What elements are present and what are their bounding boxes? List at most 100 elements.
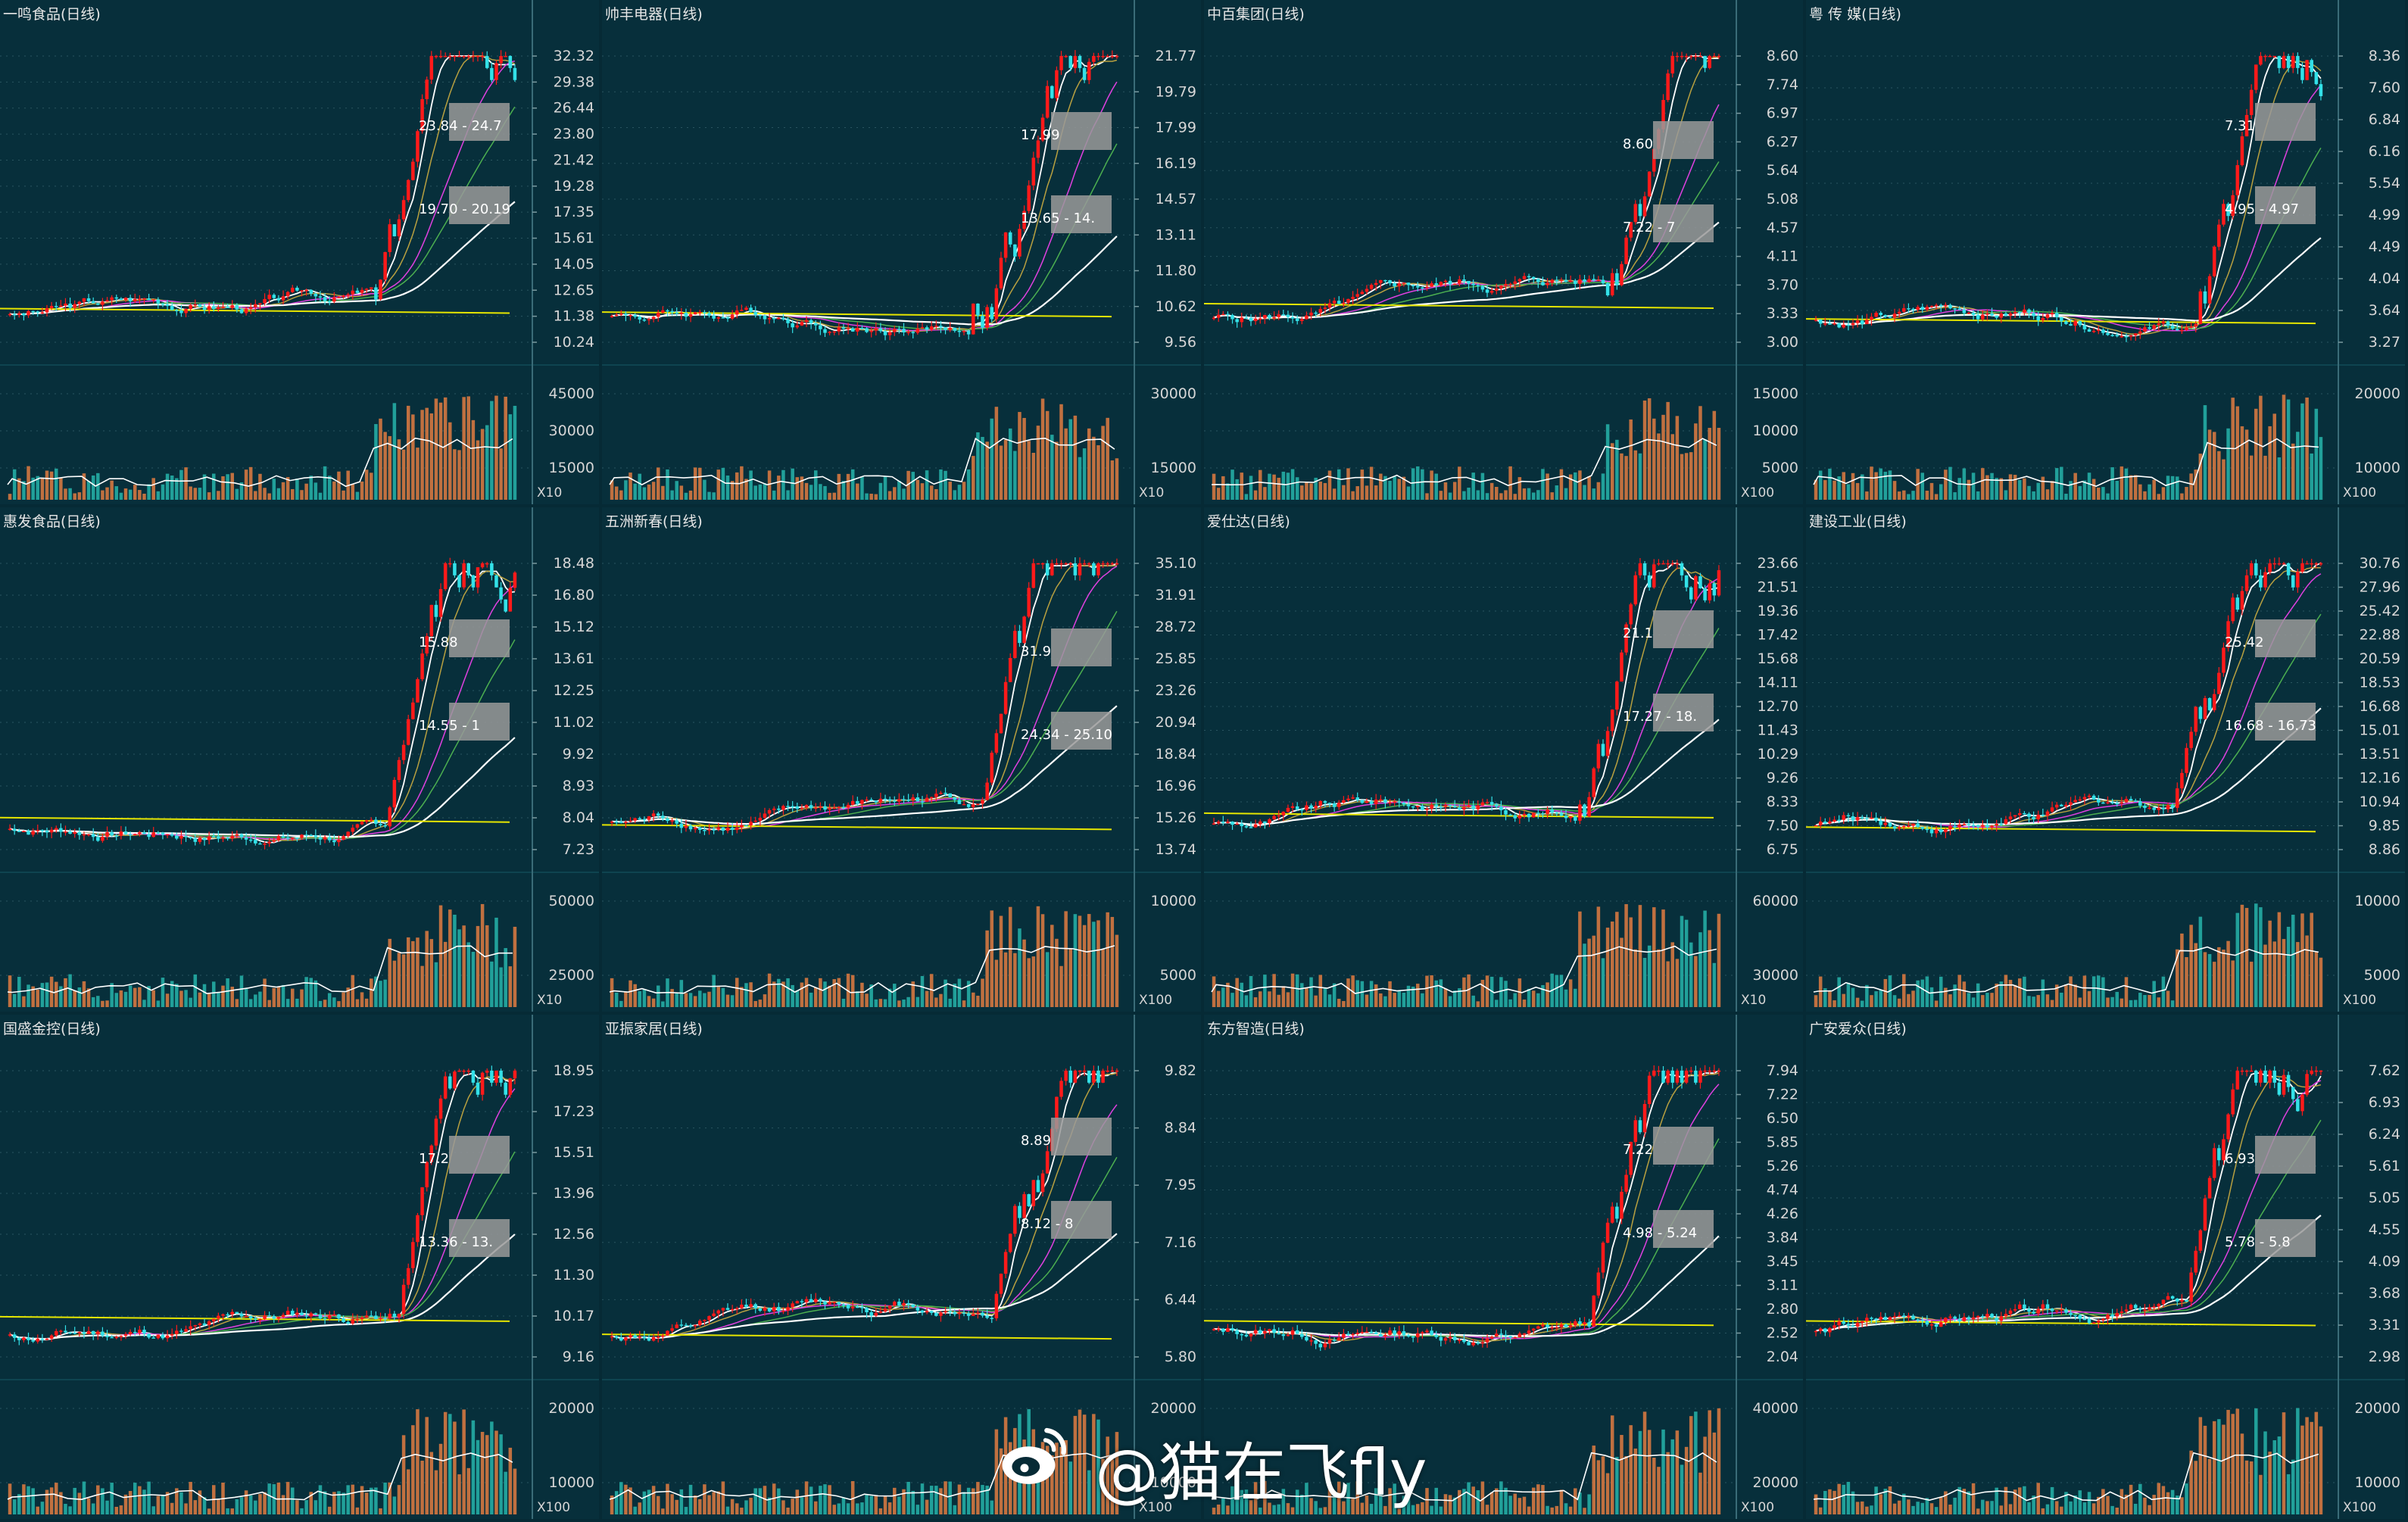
volume-bar <box>1689 1416 1693 1514</box>
volume-bar <box>1851 1491 1855 1514</box>
candle-body <box>1480 802 1485 806</box>
volume-bar <box>972 992 975 1007</box>
volume-bar <box>1402 1495 1406 1514</box>
volume-bar <box>777 978 781 1007</box>
volume-bar <box>1305 1483 1308 1514</box>
candle-body <box>123 1334 128 1336</box>
volume-bar <box>1448 1495 1452 1514</box>
candle-body <box>698 1321 702 1325</box>
candle-body <box>1416 806 1420 807</box>
volume-bar <box>1110 916 1115 1007</box>
volume-unit-label: X10 <box>1139 485 1164 501</box>
candle-body <box>1263 315 1267 319</box>
candle-body <box>1633 575 1638 605</box>
candle-body <box>911 797 915 800</box>
volume-bar <box>1574 988 1577 1007</box>
candle-body <box>1305 1336 1308 1341</box>
volume-bar <box>2296 432 2300 500</box>
candle-body <box>86 834 91 836</box>
volume-bar <box>221 985 225 1007</box>
candle-body <box>480 563 485 568</box>
volume-bar <box>1471 1486 1475 1514</box>
volume-bar <box>383 432 387 500</box>
candle-body <box>1290 1330 1295 1335</box>
candle-body <box>800 322 804 326</box>
volume-bar <box>874 1495 878 1514</box>
candle-body <box>504 1082 507 1095</box>
candle-body <box>54 828 58 830</box>
volume-bar <box>1495 1488 1499 1514</box>
volume-bar <box>411 1425 415 1514</box>
volume-bar <box>1365 994 1369 1007</box>
candle-body <box>893 800 897 803</box>
volume-bar <box>1953 1497 1957 1514</box>
candle-body <box>2180 329 2184 332</box>
candle-body <box>749 822 753 826</box>
volume-bar <box>619 490 623 500</box>
candle-body <box>2198 291 2203 324</box>
price-range-box <box>449 103 510 141</box>
candle-body <box>1828 1327 1832 1333</box>
volume-bar <box>1712 962 1717 1007</box>
candle-body <box>893 329 897 332</box>
volume-bar <box>165 1492 170 1514</box>
candle-body <box>1629 222 1633 238</box>
volume-bar <box>1277 1504 1280 1514</box>
candle-body <box>1258 318 1262 320</box>
candle-body <box>471 55 476 58</box>
volume-bar <box>1342 1501 1346 1514</box>
volume-bar <box>1402 476 1406 500</box>
volume-bar <box>313 482 318 500</box>
candle-body <box>1717 570 1721 596</box>
candle-body <box>763 316 767 320</box>
candle-body <box>258 843 262 845</box>
volume-bar <box>1522 488 1527 500</box>
volume-bar <box>814 1501 818 1514</box>
candle-body <box>1527 276 1531 278</box>
chart-svg: 21.7719.7917.9916.1914.5713.1111.8010.62… <box>602 0 1201 504</box>
volume-bar <box>675 993 678 1007</box>
volume-bar <box>1369 981 1374 1007</box>
candle-body <box>2319 1070 2323 1072</box>
volume-bar <box>920 483 925 500</box>
candle-body <box>235 305 239 310</box>
candle-body <box>1332 803 1337 807</box>
candle-body <box>1939 304 1943 307</box>
volume-bar <box>1096 920 1100 1007</box>
volume-bar <box>1448 492 1452 500</box>
volume-bar <box>64 488 67 500</box>
volume-bar <box>406 937 410 1007</box>
candle-body <box>189 1326 192 1330</box>
volume-bar <box>1281 1489 1286 1514</box>
volume-bar <box>688 993 693 1007</box>
candle-body <box>2268 1070 2272 1083</box>
volume-bar <box>1439 979 1443 1007</box>
volume-bar <box>355 491 360 500</box>
candle-body <box>1953 308 1957 310</box>
volume-ma-line <box>7 437 513 488</box>
y-tick-label: 11.80 <box>1156 263 1196 279</box>
candle-body <box>2032 816 2035 820</box>
candle-body <box>735 1308 739 1310</box>
candle-body <box>1504 810 1508 815</box>
candle-body <box>2008 816 2013 819</box>
candle-body <box>1657 1070 1661 1072</box>
volume-bar <box>1221 1498 1225 1514</box>
volume-bar <box>2176 1495 2179 1514</box>
candle-body <box>189 304 192 310</box>
volume-bar <box>893 487 897 500</box>
candle-body <box>1462 1340 1466 1343</box>
volume-bar <box>629 980 632 1007</box>
y-tick-label: 18.48 <box>554 555 594 572</box>
y-tick-label: 7.16 <box>1165 1234 1196 1251</box>
candle-body <box>2244 575 2249 591</box>
volume-bar <box>2161 487 2166 500</box>
y-tick-label: 13.11 <box>1156 226 1196 243</box>
candle-body <box>1907 825 1910 828</box>
volume-bar <box>40 1502 45 1514</box>
candle-body <box>2300 67 2304 80</box>
volume-bar <box>1684 1446 1689 1514</box>
volume-bar <box>2198 454 2203 500</box>
y-tick-label: 4.49 <box>2369 239 2400 255</box>
candle-body <box>1559 1324 1564 1327</box>
